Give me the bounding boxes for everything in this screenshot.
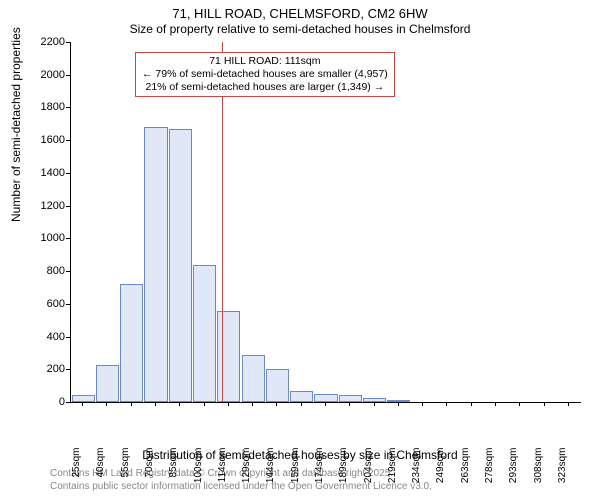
- y-tick-mark: [66, 206, 70, 207]
- histogram-bar: [217, 311, 240, 402]
- x-tick-label: 100sqm: [193, 448, 204, 486]
- x-tick-label: 293sqm: [508, 448, 519, 486]
- y-tick-label: 1400: [25, 167, 65, 179]
- x-tick-mark: [374, 402, 375, 406]
- x-tick-label: 55sqm: [120, 448, 131, 486]
- y-tick-mark: [66, 42, 70, 43]
- y-tick-label: 0: [25, 396, 65, 408]
- histogram-bar: [169, 129, 192, 402]
- x-tick-label: 129sqm: [241, 448, 252, 486]
- y-tick-mark: [66, 238, 70, 239]
- histogram-bar: [387, 400, 410, 402]
- y-tick-label: 2000: [25, 69, 65, 81]
- x-tick-mark: [325, 402, 326, 406]
- x-tick-mark: [544, 402, 545, 406]
- y-tick-mark: [66, 271, 70, 272]
- x-tick-label: 308sqm: [533, 448, 544, 486]
- y-tick-mark: [66, 402, 70, 403]
- x-tick-mark: [252, 402, 253, 406]
- y-tick-mark: [66, 140, 70, 141]
- histogram-bar: [144, 127, 167, 402]
- x-tick-label: 189sqm: [338, 448, 349, 486]
- y-tick-label: 2200: [25, 36, 65, 48]
- annotation-line-1: 71 HILL ROAD: 111sqm: [142, 55, 388, 68]
- x-tick-mark: [179, 402, 180, 406]
- chart-subtitle: Size of property relative to semi-detach…: [0, 22, 600, 36]
- x-tick-label: 40sqm: [95, 448, 106, 486]
- x-tick-mark: [446, 402, 447, 406]
- y-tick-label: 600: [25, 298, 65, 310]
- y-tick-mark: [66, 107, 70, 108]
- x-tick-mark: [568, 402, 569, 406]
- histogram-bar: [120, 284, 143, 402]
- annotation-line-3: 21% of semi-detached houses are larger (…: [142, 81, 388, 94]
- x-tick-mark: [471, 402, 472, 406]
- x-tick-label: 219sqm: [387, 448, 398, 486]
- x-tick-mark: [131, 402, 132, 406]
- x-tick-mark: [495, 402, 496, 406]
- x-tick-mark: [276, 402, 277, 406]
- x-tick-mark: [349, 402, 350, 406]
- y-tick-mark: [66, 369, 70, 370]
- x-tick-mark: [519, 402, 520, 406]
- x-tick-label: 204sqm: [363, 448, 374, 486]
- y-tick-label: 800: [25, 265, 65, 277]
- x-tick-label: 263sqm: [460, 448, 471, 486]
- x-tick-mark: [82, 402, 83, 406]
- x-tick-mark: [228, 402, 229, 406]
- x-tick-label: 323sqm: [557, 448, 568, 486]
- y-tick-label: 1600: [25, 134, 65, 146]
- x-tick-mark: [422, 402, 423, 406]
- x-tick-label: 234sqm: [411, 448, 422, 486]
- x-tick-label: 159sqm: [290, 448, 301, 486]
- chart-title: 71, HILL ROAD, CHELMSFORD, CM2 6HW: [0, 6, 600, 21]
- annotation-line-2: ← 79% of semi-detached houses are smalle…: [142, 68, 388, 81]
- histogram-bar: [314, 394, 337, 402]
- y-tick-label: 400: [25, 331, 65, 343]
- histogram-bar: [290, 391, 313, 402]
- y-axis-title: Number of semi-detached properties: [9, 27, 23, 222]
- x-tick-mark: [301, 402, 302, 406]
- x-tick-label: 144sqm: [265, 448, 276, 486]
- histogram-bar: [193, 265, 216, 402]
- x-tick-label: 278sqm: [484, 448, 495, 486]
- x-tick-label: 70sqm: [144, 448, 155, 486]
- x-tick-mark: [155, 402, 156, 406]
- x-tick-label: 249sqm: [435, 448, 446, 486]
- y-tick-mark: [66, 173, 70, 174]
- x-tick-label: 85sqm: [168, 448, 179, 486]
- y-tick-label: 1000: [25, 232, 65, 244]
- y-tick-mark: [66, 75, 70, 76]
- x-tick-label: 114sqm: [217, 448, 228, 486]
- x-tick-mark: [204, 402, 205, 406]
- histogram-bar: [96, 365, 119, 402]
- histogram-bar: [339, 395, 362, 402]
- y-tick-label: 1200: [25, 200, 65, 212]
- histogram-bar: [266, 369, 289, 402]
- annotation-box: 71 HILL ROAD: 111sqm ← 79% of semi-detac…: [135, 52, 395, 97]
- y-tick-mark: [66, 304, 70, 305]
- y-tick-label: 1800: [25, 101, 65, 113]
- histogram-bar: [242, 355, 265, 402]
- y-tick-label: 200: [25, 363, 65, 375]
- histogram-bar: [363, 398, 386, 402]
- x-tick-label: 25sqm: [71, 448, 82, 486]
- x-tick-mark: [398, 402, 399, 406]
- x-tick-mark: [106, 402, 107, 406]
- y-tick-mark: [66, 337, 70, 338]
- x-tick-label: 174sqm: [314, 448, 325, 486]
